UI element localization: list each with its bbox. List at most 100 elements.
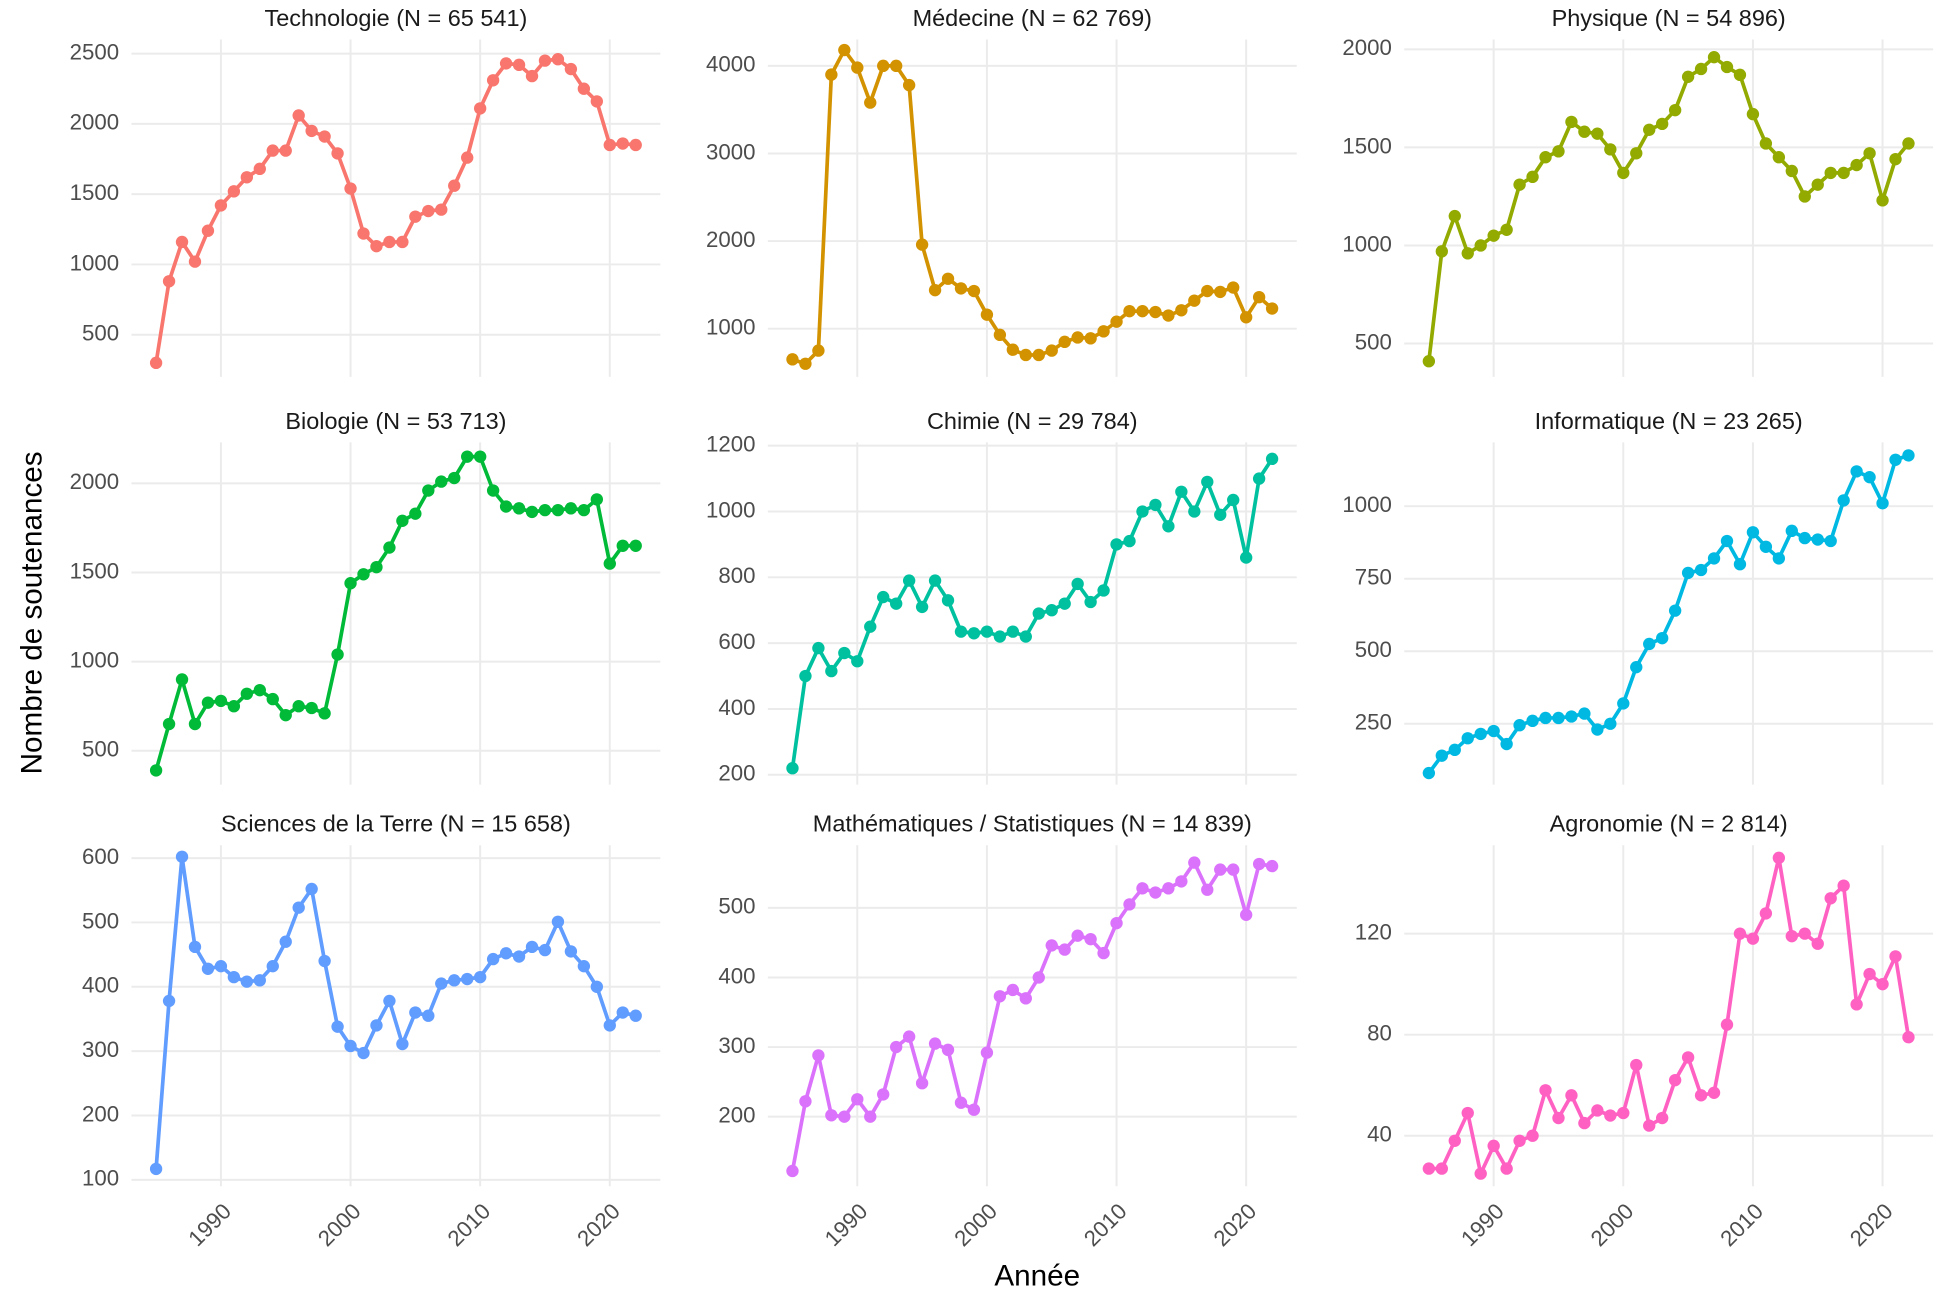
point — [577, 960, 591, 973]
point — [422, 204, 435, 218]
point — [279, 935, 292, 948]
point — [1487, 1139, 1500, 1153]
y-tick-label: 200 — [82, 1101, 119, 1126]
y-tick-label: 200 — [718, 1103, 755, 1128]
point — [1123, 534, 1136, 548]
point — [1876, 977, 1889, 991]
point — [1889, 153, 1902, 166]
point — [266, 144, 279, 157]
point — [1746, 107, 1760, 121]
point — [838, 1110, 851, 1123]
point — [253, 683, 266, 697]
point — [1656, 631, 1669, 645]
point — [1513, 178, 1526, 191]
point — [201, 224, 215, 237]
y-tick-label: 500 — [82, 737, 119, 762]
point — [1552, 145, 1565, 158]
point — [1837, 879, 1850, 892]
point — [1032, 971, 1045, 984]
y-tick-label: 2500 — [70, 39, 119, 64]
point — [1798, 190, 1811, 203]
point — [993, 328, 1007, 342]
line — [790, 457, 1274, 769]
point — [1032, 348, 1045, 362]
point — [825, 1109, 838, 1122]
point — [1850, 465, 1863, 478]
point — [799, 357, 812, 370]
point — [214, 694, 228, 708]
point — [448, 471, 461, 485]
panel-title: Technologie (N = 65 541) — [264, 5, 527, 31]
point — [1798, 927, 1811, 940]
y-tick-label: 1500 — [70, 180, 119, 205]
point — [1239, 551, 1253, 564]
point — [851, 1093, 864, 1106]
point — [993, 990, 1007, 1003]
point — [1694, 62, 1708, 76]
point — [1604, 717, 1617, 730]
point — [1681, 1051, 1695, 1064]
point — [1694, 563, 1708, 577]
y-tick-label: 120 — [1355, 920, 1392, 945]
point — [902, 1030, 916, 1043]
point — [1772, 851, 1786, 865]
y-tick-label: 200 — [718, 761, 755, 786]
point — [344, 182, 357, 195]
point — [915, 238, 929, 251]
point — [1552, 1111, 1565, 1125]
point — [473, 102, 487, 115]
point — [292, 700, 305, 713]
point — [499, 500, 513, 513]
point — [1785, 929, 1798, 943]
point — [1252, 290, 1266, 304]
point — [1785, 164, 1798, 178]
point — [1097, 584, 1110, 597]
panel-title: Mathématiques / Statistiques (N = 14 839… — [813, 811, 1252, 837]
point — [889, 597, 903, 610]
point — [1513, 719, 1526, 732]
y-tick-label: 2000 — [70, 469, 119, 494]
point — [603, 557, 616, 570]
point — [1175, 485, 1188, 498]
point — [1110, 916, 1123, 930]
point — [786, 353, 799, 366]
point — [1045, 604, 1058, 617]
point — [1733, 68, 1747, 82]
point — [344, 1039, 357, 1053]
point — [1162, 309, 1175, 322]
point — [1474, 239, 1487, 252]
point — [305, 701, 318, 715]
point — [1733, 927, 1747, 940]
point — [616, 1006, 629, 1019]
point — [967, 1103, 981, 1116]
point — [1578, 707, 1591, 720]
point — [1461, 247, 1474, 260]
line — [1428, 855, 1911, 1176]
point — [786, 762, 799, 775]
point — [1474, 1167, 1487, 1180]
y-tick-label: 500 — [82, 321, 119, 346]
point — [1759, 540, 1773, 553]
point — [1656, 117, 1669, 131]
point — [1071, 331, 1084, 344]
line — [1427, 453, 1910, 775]
point — [214, 199, 228, 212]
y-tick-label: 1000 — [706, 497, 755, 522]
x-tick-label: 2010 — [1079, 1199, 1132, 1252]
point — [799, 669, 812, 683]
point — [902, 574, 916, 587]
point — [1058, 335, 1071, 349]
point — [603, 1019, 616, 1032]
point — [1876, 194, 1889, 207]
point — [1837, 166, 1850, 180]
point — [1188, 856, 1201, 869]
point — [1500, 223, 1513, 236]
point — [1681, 70, 1695, 83]
point — [396, 514, 409, 527]
point — [980, 1046, 994, 1059]
point — [877, 59, 890, 73]
y-tick-label: 600 — [718, 629, 755, 654]
point — [1265, 859, 1279, 873]
line — [791, 48, 1274, 366]
point — [305, 124, 318, 138]
